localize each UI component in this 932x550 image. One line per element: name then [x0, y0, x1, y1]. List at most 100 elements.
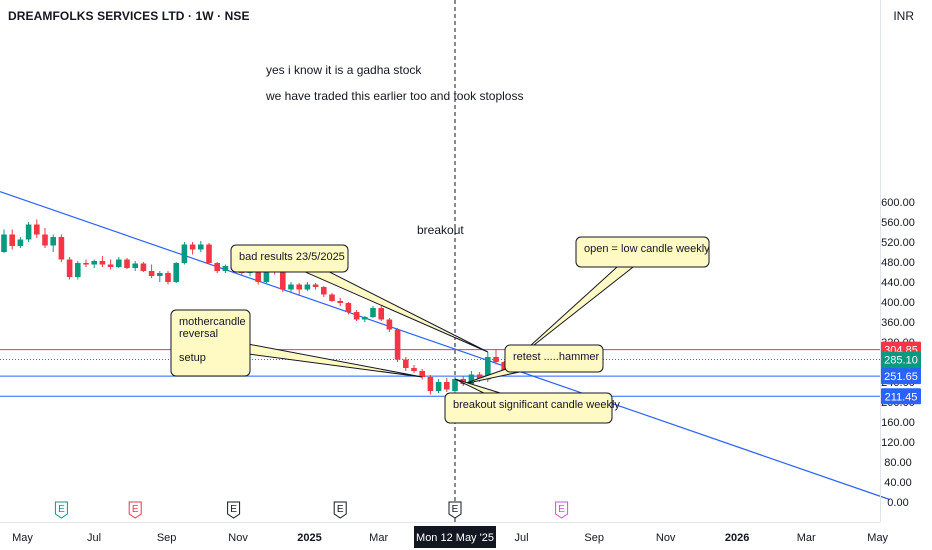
candle-body[interactable]: [9, 234, 15, 247]
candle-body[interactable]: [444, 382, 450, 390]
candle-body[interactable]: [58, 237, 65, 260]
y-tick-label: 160.00: [881, 417, 915, 429]
y-tick-label: 0.00: [887, 497, 908, 509]
x-tick-label: Sep: [157, 532, 177, 544]
candle-body[interactable]: [17, 239, 24, 247]
callout-open-low[interactable]: open = low candle weekly: [512, 236, 710, 363]
candle-body[interactable]: [66, 259, 73, 278]
candle-body[interactable]: [181, 244, 188, 264]
candle-body[interactable]: [263, 269, 270, 283]
candle-body[interactable]: [337, 301, 343, 303]
note-text: yes i know it is a gadha stock: [266, 63, 422, 77]
x-tick-label: May: [12, 532, 33, 544]
candle-body[interactable]: [468, 374, 475, 385]
candle-body[interactable]: [378, 308, 384, 320]
candle-body[interactable]: [255, 268, 261, 282]
callout-box[interactable]: [230, 244, 349, 273]
x-tick-label: Mar: [369, 532, 388, 544]
earnings-marker[interactable]: E: [448, 501, 462, 519]
candle-body[interactable]: [411, 368, 417, 371]
candle-body[interactable]: [403, 359, 409, 369]
x-tick-label: Jul: [515, 532, 529, 544]
candle-body[interactable]: [99, 261, 106, 265]
candle-body[interactable]: [476, 374, 483, 380]
earnings-marker[interactable]: E: [54, 501, 68, 519]
candle-body[interactable]: [419, 371, 425, 377]
candle-body[interactable]: [452, 379, 458, 391]
callout-box[interactable]: [575, 236, 710, 268]
callout-retest[interactable]: retest .....hammer: [463, 344, 604, 385]
candle-body[interactable]: [34, 224, 40, 235]
candle-body[interactable]: [198, 244, 204, 250]
candle-body[interactable]: [173, 263, 179, 282]
x-tick-label: 2025: [297, 532, 321, 544]
candle-body[interactable]: [83, 263, 89, 265]
candle-body[interactable]: [107, 264, 114, 268]
candle-body[interactable]: [25, 224, 32, 240]
earnings-badge: [555, 501, 569, 519]
candle-body[interactable]: [321, 287, 327, 295]
candle-body[interactable]: [288, 284, 294, 290]
candle-body[interactable]: [386, 319, 393, 330]
time-axis[interactable]: May Jul Sep Nov 2025 Mar Jul Sep Nov 2026 Mar May Mo…: [12, 526, 889, 548]
candle-body[interactable]: [362, 317, 368, 320]
candle-body[interactable]: [42, 234, 48, 246]
candle-body[interactable]: [148, 271, 155, 276]
earnings-marker[interactable]: E: [333, 501, 347, 519]
callout-breakout-weekly[interactable]: breakout significant candle weekly: [444, 378, 620, 424]
candle-body[interactable]: [140, 263, 147, 272]
candle-body[interactable]: [501, 362, 507, 370]
candle-body[interactable]: [353, 312, 360, 320]
candle-body[interactable]: [329, 294, 335, 302]
callout-box[interactable]: [444, 392, 613, 424]
candle-body[interactable]: [132, 263, 138, 269]
downtrend-line[interactable]: [0, 185, 890, 501]
candle-body[interactable]: [214, 263, 220, 271]
candle-body[interactable]: [493, 357, 499, 362]
earnings-label: E: [558, 504, 565, 515]
symbol-title[interactable]: DREAMFOLKS SERVICES LTD · 1W · NSE: [8, 9, 250, 23]
candle-body[interactable]: [116, 259, 122, 268]
candle-body[interactable]: [304, 284, 311, 290]
candle-body[interactable]: [165, 273, 171, 282]
candle-body[interactable]: [370, 308, 376, 317]
earnings-marker[interactable]: E: [128, 501, 142, 519]
earnings-marker[interactable]: E: [555, 501, 569, 519]
callout-breakout[interactable]: breakout: [417, 223, 464, 237]
candle-body[interactable]: [280, 271, 286, 290]
callout-box[interactable]: [504, 344, 604, 373]
candle-body[interactable]: [427, 377, 434, 391]
candle-body[interactable]: [91, 261, 97, 265]
candle-body[interactable]: [435, 382, 442, 391]
price-label-box[interactable]: [881, 368, 921, 385]
candle-body[interactable]: [50, 237, 56, 246]
callout-text: setup: [179, 352, 206, 364]
candle-body[interactable]: [1, 234, 7, 253]
callout-bad-results[interactable]: bad results 23/5/2025: [230, 244, 489, 353]
candle-body[interactable]: [345, 303, 352, 312]
price-axis[interactable]: 0.0040.0080.00120.00160.00200.00240.0028…: [881, 197, 921, 509]
price-label-box[interactable]: [881, 388, 921, 405]
candle-body[interactable]: [222, 266, 229, 271]
candles-layer[interactable]: [0, 219, 524, 397]
candle-body[interactable]: [157, 273, 163, 276]
callouts-layer[interactable]: yes i know it is a gadha stock we have tr…: [170, 63, 710, 424]
candle-body[interactable]: [189, 244, 196, 250]
currency-label[interactable]: INR: [893, 9, 914, 23]
candle-body[interactable]: [206, 244, 212, 264]
earnings-marker[interactable]: E: [227, 501, 241, 519]
candle-body[interactable]: [312, 284, 319, 288]
candle-body[interactable]: [485, 357, 491, 380]
x-tick-label: Jul: [87, 532, 101, 544]
candle-body[interactable]: [124, 259, 130, 269]
candle-body[interactable]: [394, 329, 401, 360]
y-tick-label: 560.00: [881, 217, 915, 229]
candle-body[interactable]: [296, 284, 302, 290]
candle-body[interactable]: [75, 263, 81, 277]
earnings-badge: [227, 501, 241, 519]
callout-box[interactable]: [170, 309, 251, 377]
